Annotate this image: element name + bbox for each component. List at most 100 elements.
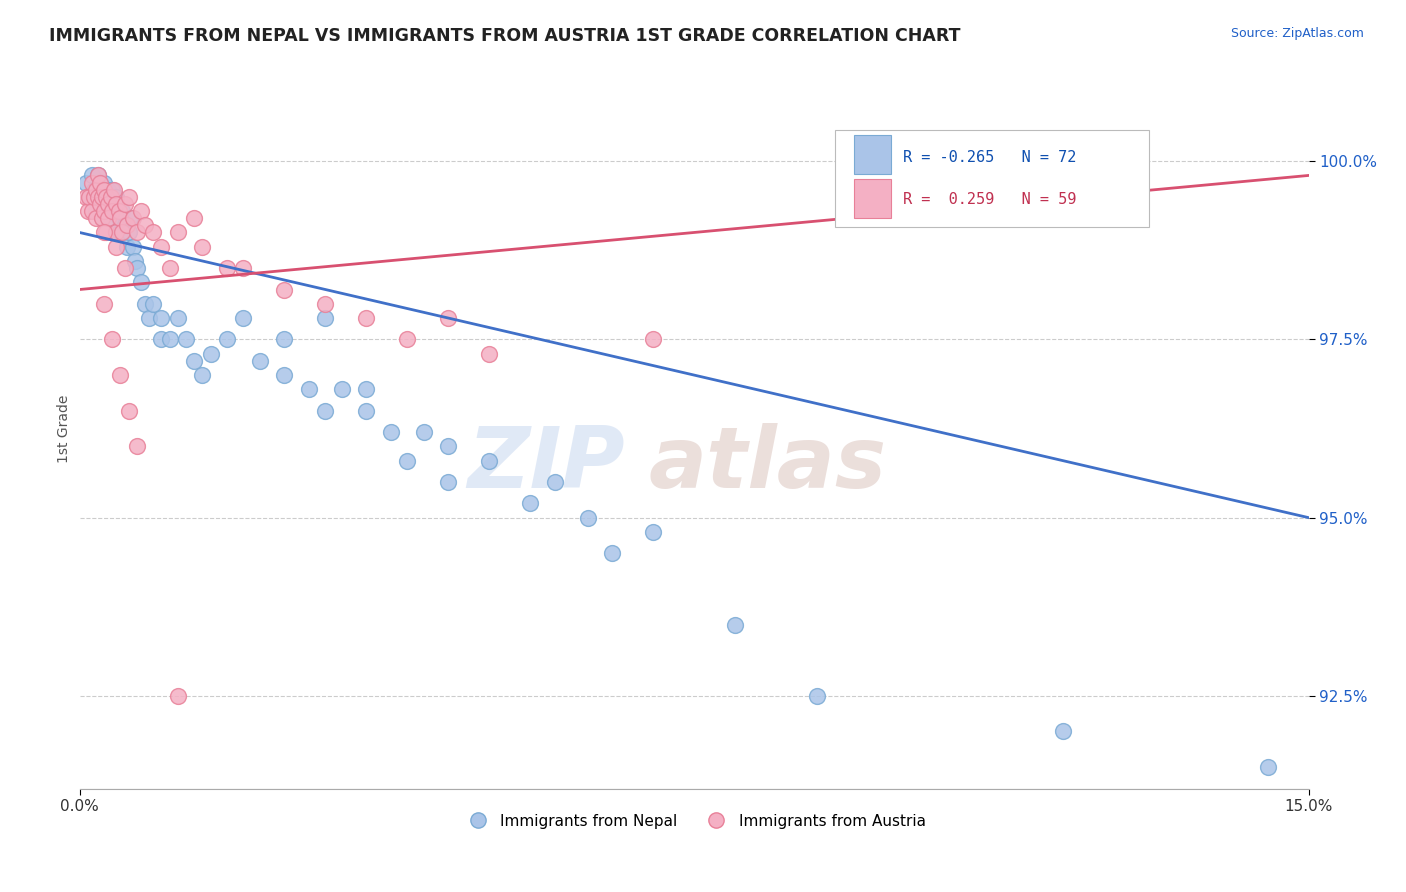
Point [93, 204, 115, 219]
Point [159, 333, 181, 347]
Point [101, 204, 124, 219]
Point [806, 689, 828, 703]
Point [125, 226, 148, 240]
Point [314, 403, 336, 417]
Point [356, 382, 378, 396]
Point [380, 425, 402, 439]
Point [183, 211, 205, 226]
Text: R =  0.259   N = 59: R = 0.259 N = 59 [903, 192, 1077, 207]
Point [273, 333, 295, 347]
Point [273, 283, 295, 297]
Point [83, 183, 105, 197]
Point [103, 197, 125, 211]
Point [94, 226, 117, 240]
Legend: Immigrants from Nepal, Immigrants from Austria: Immigrants from Nepal, Immigrants from A… [456, 807, 932, 835]
Point [396, 453, 419, 467]
Point [118, 226, 141, 240]
Text: IMMIGRANTS FROM NEPAL VS IMMIGRANTS FROM AUSTRIA 1ST GRADE CORRELATION CHART: IMMIGRANTS FROM NEPAL VS IMMIGRANTS FROM… [49, 27, 960, 45]
Point [84, 183, 107, 197]
Point [437, 439, 460, 453]
Point [97, 211, 120, 226]
Point [544, 475, 567, 489]
Point [76, 204, 98, 219]
Point [200, 346, 222, 360]
Point [330, 382, 353, 396]
Point [100, 190, 122, 204]
Point [91, 190, 114, 204]
Point [150, 311, 173, 326]
Point [86, 190, 108, 204]
Point [412, 425, 434, 439]
Point [111, 226, 134, 240]
Point [166, 311, 188, 326]
Point [100, 211, 122, 226]
Point [115, 240, 138, 254]
Point [215, 261, 238, 276]
Point [142, 226, 165, 240]
Point [437, 475, 460, 489]
Point [86, 169, 108, 183]
Point [105, 197, 128, 211]
Point [1052, 724, 1074, 739]
Point [124, 254, 146, 268]
Point [118, 190, 141, 204]
Point [232, 261, 254, 276]
Point [86, 169, 108, 183]
Point [93, 176, 115, 190]
Point [80, 204, 103, 219]
Point [84, 204, 107, 219]
Point [314, 297, 336, 311]
Text: R = -0.265   N = 72: R = -0.265 N = 72 [903, 150, 1077, 165]
Point [89, 176, 111, 190]
Point [91, 211, 114, 226]
Point [478, 453, 501, 467]
Text: Source: ZipAtlas.com: Source: ZipAtlas.com [1230, 27, 1364, 40]
Point [134, 297, 156, 311]
Point [356, 403, 378, 417]
Point [101, 183, 124, 197]
Point [101, 333, 124, 347]
Point [108, 204, 131, 219]
Point [93, 190, 115, 204]
Point [724, 617, 747, 632]
Point [174, 333, 197, 347]
Point [314, 311, 336, 326]
Point [356, 311, 378, 326]
Point [105, 240, 128, 254]
Bar [853, 178, 890, 219]
Point [120, 211, 142, 226]
Point [125, 439, 148, 453]
Point [142, 297, 165, 311]
Point [97, 197, 120, 211]
Point [273, 368, 295, 382]
Point [183, 353, 205, 368]
Point [159, 261, 181, 276]
Point [110, 368, 132, 382]
Point [115, 219, 138, 233]
Y-axis label: 1st Grade: 1st Grade [58, 394, 72, 463]
Point [576, 510, 599, 524]
Point [93, 183, 115, 197]
Point [111, 204, 134, 219]
Point [600, 546, 623, 560]
Point [519, 496, 541, 510]
Point [89, 176, 111, 190]
Point [215, 333, 238, 347]
Point [121, 240, 143, 254]
Point [641, 333, 664, 347]
Point [114, 197, 136, 211]
Point [108, 211, 131, 226]
Point [118, 403, 141, 417]
Point [93, 297, 115, 311]
Point [83, 190, 105, 204]
Point [114, 261, 136, 276]
Point [79, 190, 101, 204]
Point [129, 276, 152, 290]
Bar [853, 135, 890, 174]
Point [101, 204, 124, 219]
Point [105, 190, 128, 204]
Point [166, 226, 188, 240]
Point [86, 190, 108, 204]
Point [134, 219, 156, 233]
Point [121, 211, 143, 226]
